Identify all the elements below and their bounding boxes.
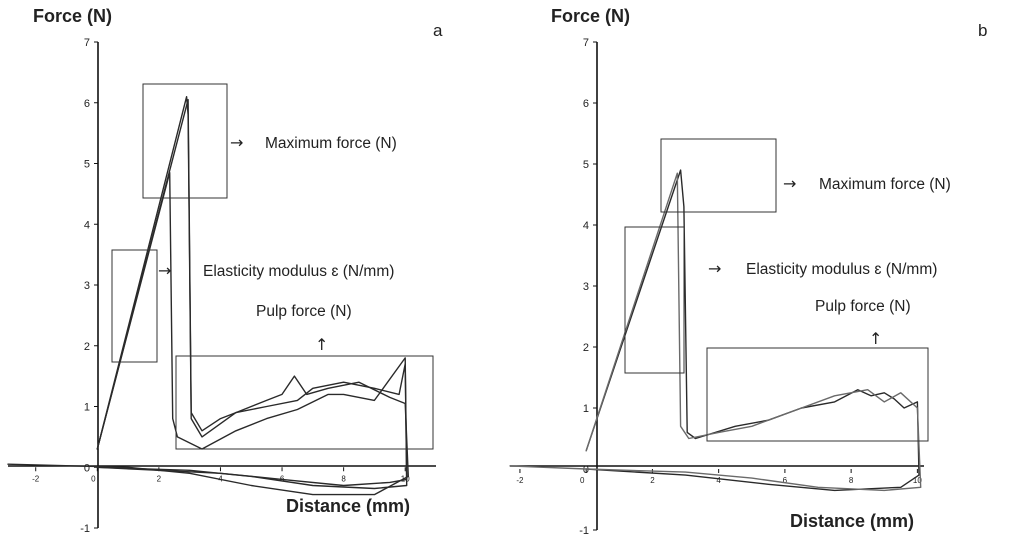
x-tick-label: -2 — [516, 476, 524, 485]
y-tick-label: 6 — [84, 98, 90, 110]
x-tick-label: 0 — [91, 474, 96, 483]
panel-b-letter: b — [978, 21, 987, 40]
x-tick-label: 8 — [341, 474, 346, 483]
panel-a-max-force-box — [142, 83, 228, 199]
panel-b-elasticity-arrow: → — [708, 259, 721, 278]
panel-b-xlabel: Distance (mm) — [790, 511, 914, 531]
y-tick-label: 5 — [84, 159, 90, 171]
panel-b: Force (N) b Distance (mm) -1 0 1 2 3 4 5 6 7 -2 0… — [509, 6, 987, 536]
panel-b-y-ticks: -1 0 1 2 3 4 5 6 7 — [579, 37, 597, 536]
panel-b-ylabel: Force (N) — [551, 6, 630, 26]
panel-b-elasticity-label: Elasticity modulus ɛ (N/mm) — [746, 261, 937, 278]
panel-a-xlabel: Distance (mm) — [286, 496, 410, 516]
y-tick-label: 4 — [583, 220, 589, 232]
panel-b-pulp-force-label: Pulp force (N) — [815, 298, 911, 315]
panel-a-pulp-force-label: Pulp force (N) — [256, 303, 352, 320]
y-tick-label: 3 — [84, 280, 90, 292]
y-tick-label: 2 — [84, 341, 90, 353]
panel-b-x-ticks: -2 0 2 4 6 8 10 — [516, 469, 922, 485]
panel-b-curves — [509, 169, 922, 492]
x-tick-label: 2 — [157, 474, 162, 483]
panel-a-elasticity-label: Elasticity modulus ɛ (N/mm) — [203, 263, 394, 280]
panel-b-max-force-box — [660, 138, 777, 213]
y-tick-label: 5 — [583, 159, 589, 171]
x-tick-label: 6 — [783, 476, 788, 485]
x-tick-label: 8 — [849, 476, 854, 485]
series-line-2 — [96, 171, 408, 490]
x-tick-label: 10 — [913, 476, 922, 485]
x-tick-label: 10 — [401, 474, 410, 483]
y-tick-label: 7 — [583, 37, 589, 49]
panel-a-max-force-arrow: → — [230, 133, 243, 152]
panel-a-elasticity-arrow: → — [158, 261, 171, 280]
y-tick-label: 0 — [84, 462, 90, 474]
panel-a: Force (N) a Distance (mm) -1 0 1 2 3 4 5 6 7 -2 0… — [7, 6, 443, 535]
panel-b-max-force-label: Maximum force (N) — [819, 176, 951, 193]
x-tick-label: 0 — [580, 476, 585, 485]
panel-a-letter: a — [433, 21, 443, 40]
y-tick-label: 4 — [84, 219, 90, 231]
y-tick-label: 3 — [583, 281, 589, 293]
x-tick-label: 4 — [716, 476, 721, 485]
panel-a-y-ticks: -1 0 1 2 3 4 5 6 7 — [80, 37, 98, 535]
panel-a-ylabel: Force (N) — [33, 6, 112, 26]
series-line-1 — [96, 96, 408, 487]
y-tick-label: -1 — [579, 525, 589, 536]
y-tick-label: 1 — [583, 403, 589, 415]
x-tick-label: 2 — [650, 476, 655, 485]
panel-a-curves — [7, 96, 409, 496]
panel-a-max-force-label: Maximum force (N) — [265, 135, 397, 152]
panel-b-pulp-force-arrow: ↑ — [869, 329, 882, 348]
panel-a-pulp-force-box — [175, 355, 434, 450]
y-tick-label: -1 — [80, 523, 90, 535]
y-tick-label: 7 — [84, 37, 90, 49]
panel-a-pulp-force-arrow: ↑ — [315, 335, 328, 354]
y-tick-label: 6 — [583, 98, 589, 110]
y-tick-label: 1 — [84, 402, 90, 414]
x-tick-label: -2 — [32, 474, 40, 483]
panel-a-elasticity-box — [111, 249, 158, 363]
panel-b-max-force-arrow: → — [783, 174, 796, 193]
series-line-3 — [7, 99, 409, 496]
panel-b-elasticity-box — [624, 226, 685, 374]
panel-b-pulp-force-box — [706, 347, 929, 442]
y-tick-label: 2 — [583, 342, 589, 354]
series-line-2 — [509, 172, 922, 492]
